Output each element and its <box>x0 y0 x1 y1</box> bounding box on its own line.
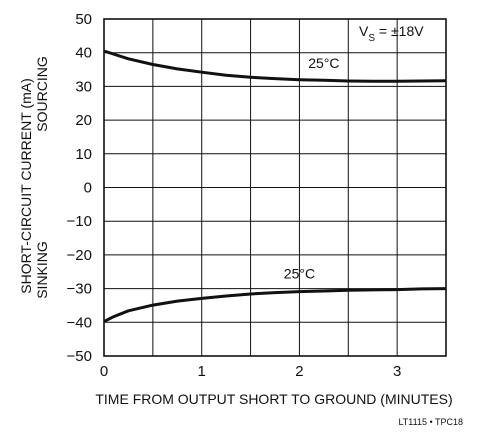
supply-voltage-symbol: V <box>359 23 369 39</box>
y-tick-labels: 50 40 30 20 10 0 −10 −20 −30 −40 −50 <box>67 11 92 365</box>
x-tick-label: 0 <box>100 363 108 380</box>
supply-voltage-subscript: S <box>368 33 375 44</box>
series-label-sinking-25c: 25°C <box>284 265 315 281</box>
sinking-25c-line <box>103 287 447 323</box>
supply-voltage-label: VS = ±18V <box>359 23 424 44</box>
y-tick-label: 20 <box>75 112 92 129</box>
y-tick-label: −40 <box>67 314 92 331</box>
y-tick-label: 40 <box>75 45 92 62</box>
plot-frame <box>103 18 447 357</box>
series-group <box>103 49 447 323</box>
y-axis-label-sinking: SINKING <box>34 241 50 299</box>
y-tick-label: −50 <box>67 348 92 365</box>
x-tick-label: 2 <box>295 363 303 380</box>
x-tick-label: 3 <box>393 363 401 380</box>
sourcing-25c-line <box>103 49 447 83</box>
supply-voltage-value: = ±18V <box>375 23 424 39</box>
x-axis-label: TIME FROM OUTPUT SHORT TO GROUND (MINUTE… <box>95 391 452 407</box>
y-tick-label: 10 <box>75 146 92 163</box>
y-tick-label: 50 <box>75 11 92 28</box>
x-tick-labels: 0 1 2 3 <box>100 363 401 380</box>
y-axis-label-sourcing: SOURCING <box>34 56 50 131</box>
footnote: LT1115 • TPC18 <box>398 417 463 427</box>
y-tick-label: −20 <box>67 247 92 264</box>
y-tick-label: −30 <box>67 281 92 298</box>
series-labels: 25°C 25°C <box>284 55 340 282</box>
y-tick-label: −10 <box>67 213 92 230</box>
y-tick-label: 0 <box>84 180 92 197</box>
series-label-sourcing-25c: 25°C <box>308 55 339 71</box>
y-tick-label: 30 <box>75 78 92 95</box>
x-tick-label: 1 <box>198 363 206 380</box>
y-axis-label: SHORT-CIRCUIT CURRENT (mA) <box>18 78 34 293</box>
